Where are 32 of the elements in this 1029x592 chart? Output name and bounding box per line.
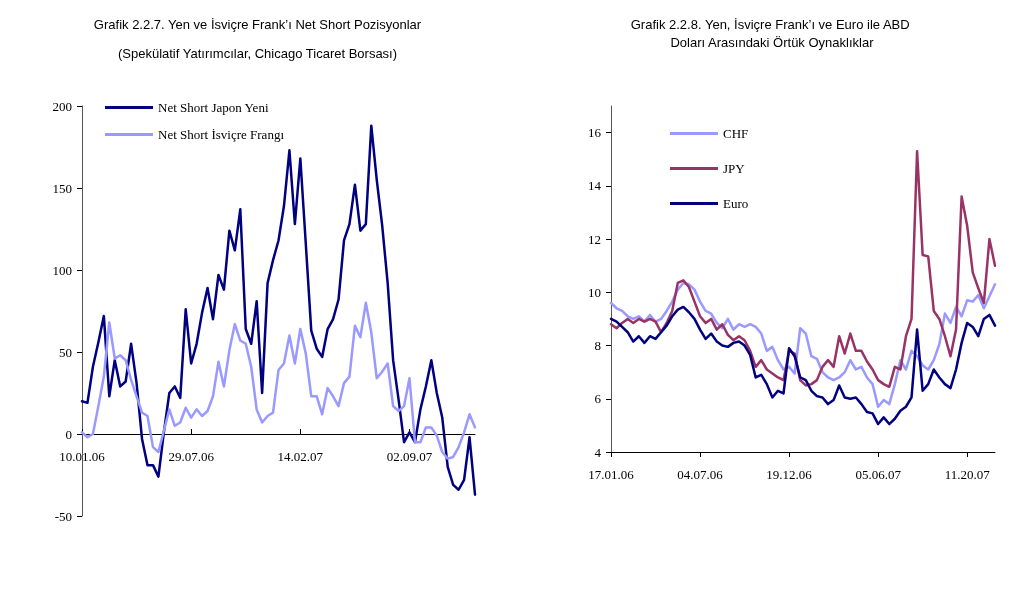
line-series [609, 150, 997, 389]
line-series [609, 281, 997, 408]
y-tick-label: 12 [588, 231, 601, 247]
y-tick-label: 150 [52, 180, 72, 196]
y-tick-label: 16 [588, 125, 602, 141]
chart-title: Grafik 2.2.7. Yen ve İsviçre Frank’ı Net Short Pozisyonlar [93, 16, 422, 32]
y-tick-label: 4 [594, 444, 602, 460]
x-tick-label: 11.20.07 [944, 467, 991, 482]
x-tick-label: 14.02.07 [277, 449, 324, 464]
legend-label: Net Short İsviçre Frangı [158, 127, 285, 142]
x-tick-label: 19.12.06 [766, 467, 813, 482]
x-tick-label: 04.07.06 [677, 467, 724, 482]
legend-label: CHF [723, 126, 749, 141]
y-tick-label: 14 [588, 178, 602, 194]
x-tick-label: 02.09.07 [386, 449, 433, 464]
y-tick-label: 200 [52, 98, 72, 114]
line-series [609, 305, 997, 426]
chart-subtitle: (Spekülatif Yatırımcılar, Chicago Ticaret Borsası) [117, 46, 398, 61]
legend-label: Euro [723, 196, 749, 211]
y-tick-label: 8 [594, 338, 601, 354]
y-tick-label: 10 [588, 284, 601, 300]
x-tick-label: 05.06.07 [855, 467, 902, 482]
y-tick-label: 50 [59, 344, 72, 360]
legend-label: Net Short Japon Yeni [158, 100, 269, 115]
y-tick-label: 0 [65, 426, 72, 442]
x-tick-label: 29.07.06 [168, 449, 215, 464]
chart-title: Grafik 2.2.8. Yen, İsviçre Frank’ı ve Euro ile ABD Doları Arasındaki Örtük Oynaklıklar [630, 16, 914, 50]
y-tick-label: 6 [594, 391, 602, 407]
y-tick-label: -50 [54, 508, 72, 524]
y-tick-label: 100 [52, 262, 72, 278]
legend-label: JPY [723, 161, 746, 176]
x-tick-label: 17.01.06 [588, 467, 635, 482]
